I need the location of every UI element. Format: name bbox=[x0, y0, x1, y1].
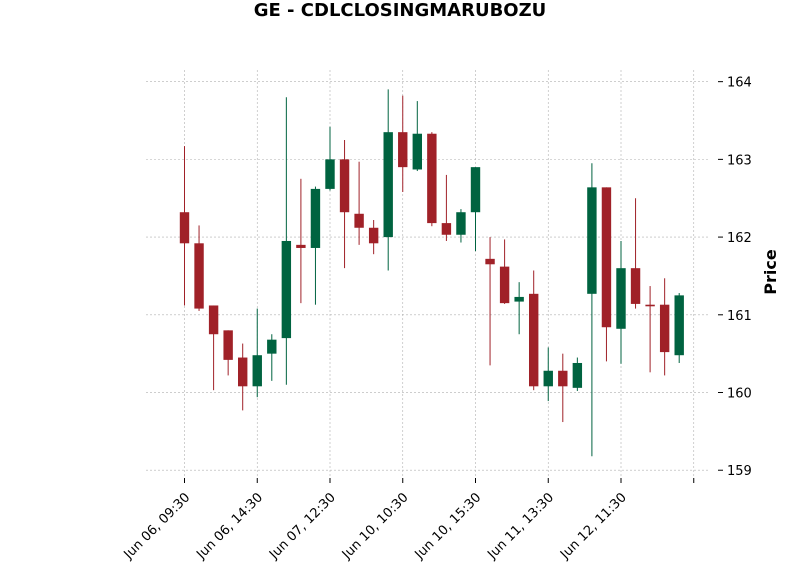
candle-down bbox=[485, 237, 495, 366]
x-tick-label: Jun 11, 13:30 bbox=[484, 490, 557, 563]
candle-down bbox=[601, 187, 612, 362]
candle-body bbox=[296, 244, 306, 248]
candle-body bbox=[383, 132, 393, 238]
candle-body bbox=[368, 227, 379, 244]
candle-body bbox=[587, 187, 597, 294]
candle-body bbox=[412, 133, 422, 170]
candle-up bbox=[674, 293, 684, 363]
candle-up bbox=[383, 89, 393, 271]
candle-down bbox=[354, 161, 364, 245]
candle-body bbox=[456, 212, 466, 235]
x-tick-label: Jun 07, 12:30 bbox=[266, 490, 339, 563]
candle-up bbox=[572, 357, 583, 391]
candle-body bbox=[470, 167, 481, 213]
candle-up bbox=[412, 101, 422, 172]
candle-body bbox=[630, 268, 641, 304]
candle-up bbox=[514, 282, 524, 335]
candle-up bbox=[325, 126, 335, 191]
y-tick-label: 162 bbox=[727, 231, 752, 246]
candle-body bbox=[398, 132, 408, 168]
candle-down bbox=[427, 132, 437, 227]
candle-down bbox=[529, 270, 539, 391]
candle-body bbox=[267, 339, 277, 354]
candle-body bbox=[223, 330, 233, 360]
candle-body bbox=[543, 370, 553, 387]
candle-body bbox=[572, 362, 583, 388]
candle-body bbox=[601, 187, 612, 328]
candle-body bbox=[325, 159, 335, 189]
candle-down bbox=[630, 198, 641, 309]
candle-down bbox=[179, 146, 190, 306]
candle-body bbox=[310, 188, 321, 248]
candle-body bbox=[427, 133, 437, 224]
chart-title: GE - CDLCLOSINGMARUBOZU bbox=[253, 0, 547, 21]
x-tick-label: Jun 06, 09:30 bbox=[121, 490, 194, 563]
x-tick-label: Jun 10, 15:30 bbox=[412, 490, 485, 563]
x-tick-label: Jun 06, 14:30 bbox=[193, 490, 266, 563]
candle-body bbox=[645, 304, 655, 307]
candle-body bbox=[179, 212, 190, 244]
candle-body bbox=[558, 370, 568, 387]
candle-up bbox=[616, 240, 626, 364]
y-tick-label: 160 bbox=[727, 387, 752, 402]
x-tick-label: Jun 12, 11:30 bbox=[557, 490, 630, 563]
candle-body bbox=[252, 355, 262, 387]
candle-body bbox=[339, 159, 350, 213]
candle-body bbox=[514, 296, 524, 302]
candle-down bbox=[296, 178, 306, 304]
candle-body bbox=[194, 243, 204, 309]
candle-body bbox=[499, 266, 510, 304]
candle-down bbox=[339, 139, 350, 269]
candle-body bbox=[529, 293, 539, 387]
candle-body bbox=[354, 213, 364, 228]
candle-up bbox=[543, 347, 553, 402]
x-axis: Jun 06, 09:30 Jun 06, 14:30 Jun 07, 12:30 J… bbox=[121, 478, 695, 563]
candle-down bbox=[558, 353, 568, 423]
candle-body bbox=[238, 357, 248, 387]
y-tick-label: 164 bbox=[727, 76, 752, 91]
y-axis: 159 160 161 162 163 164 bbox=[718, 76, 752, 479]
candle-down bbox=[645, 286, 655, 373]
candle-down bbox=[194, 225, 204, 311]
candle-down bbox=[238, 343, 248, 411]
candle-body bbox=[616, 268, 626, 329]
candle-body bbox=[674, 295, 684, 356]
candle-down bbox=[223, 330, 233, 376]
candle-up bbox=[587, 163, 597, 457]
candle-up bbox=[456, 209, 466, 243]
candle-body bbox=[208, 305, 219, 335]
x-tick-label: Jun 10, 10:30 bbox=[339, 490, 412, 563]
candle-up bbox=[252, 308, 262, 398]
candle-body bbox=[441, 223, 452, 235]
grid-lines bbox=[146, 70, 708, 478]
candle-down bbox=[368, 219, 379, 255]
candle-up bbox=[310, 186, 321, 305]
candle-down bbox=[659, 278, 670, 376]
candle-down bbox=[499, 239, 510, 304]
candle-body bbox=[659, 304, 670, 353]
y-tick-label: 161 bbox=[727, 309, 752, 324]
candle-down bbox=[208, 305, 219, 391]
candle-body bbox=[281, 240, 292, 339]
y-tick-label: 159 bbox=[727, 464, 752, 479]
candle-up bbox=[267, 334, 277, 381]
candle-down bbox=[441, 174, 452, 241]
candle-down bbox=[398, 95, 408, 193]
y-tick-label: 163 bbox=[727, 153, 752, 168]
candles bbox=[179, 89, 684, 457]
candle-up bbox=[281, 97, 292, 385]
candle-up bbox=[470, 167, 481, 252]
candle-body bbox=[485, 258, 495, 265]
y-axis-label: Price bbox=[761, 249, 780, 295]
